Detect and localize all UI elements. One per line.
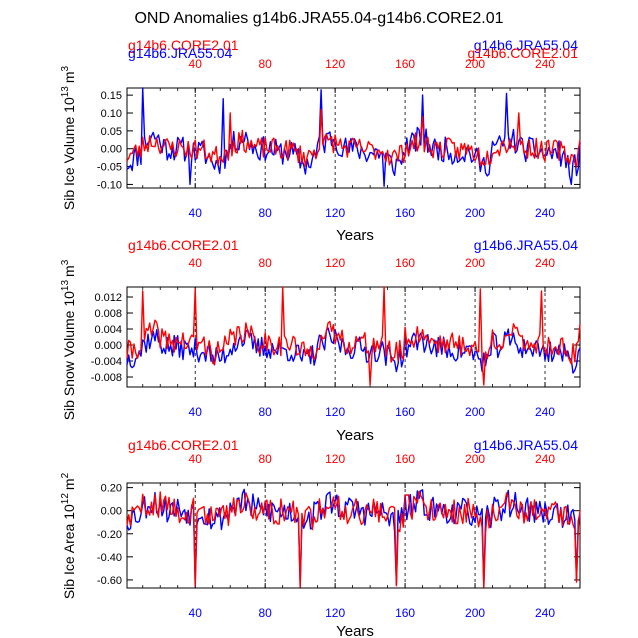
panel-1-xtick-label-bottom-120: 120 (325, 206, 345, 220)
panel-2-series-jra55 (126, 327, 581, 374)
panel-2-ytick-label-3: 0.004 (94, 324, 122, 336)
panel-1-xtick-label-bottom-200: 200 (465, 206, 485, 220)
panel-3-frame (126, 482, 581, 589)
panel-3-xtick-label-bottom-120: 120 (325, 606, 345, 620)
panel-3-series-core2 (126, 490, 581, 588)
panel-1-xtick-label-top-240: 240 (535, 57, 555, 71)
panel-2-ylabel-unit: m (61, 265, 77, 277)
panel-ice-volume: g14b6.CORE2.01 g14b6.JRA55.04 g14b6.JRA5… (60, 37, 581, 244)
panel-3-ylabel-exp: 12 (60, 493, 71, 505)
panel-1-ylabel-unit: m (61, 71, 77, 83)
panel-1-ytick-label-4: 0.10 (101, 108, 122, 120)
panel-2-frame (126, 286, 581, 388)
panel-1-ylabel-exp: 13 (60, 86, 71, 98)
panel-3-label-core-top: g14b6.CORE2.01 (128, 437, 239, 453)
panel-2-plot: 40 40 80 80 120 120 160 160 200 200 240 240 -0.008 -0… (91, 256, 581, 419)
panel-1-ylabel-text: Sib Ice Volume 10 (61, 97, 77, 210)
panel-1-xtick-label-bottom-40: 40 (189, 206, 203, 220)
panel-2-ylabel-text: Sib Snow Volume 10 (61, 291, 77, 420)
panel-1-ylabel-unit-exp: 3 (60, 65, 71, 71)
panel-1-ytick-label-5: 0.15 (101, 90, 122, 102)
panel-3-ytick-label-0: -0.60 (97, 575, 122, 587)
panel-3-ylabel-unit-exp: 2 (60, 472, 71, 478)
panel-2-xtick-label-bottom-200: 200 (465, 405, 485, 419)
panel-3-series-jra55 (126, 488, 581, 588)
panel-3-ytick-label-1: -0.40 (97, 552, 122, 564)
panel-1-xtick-label-top-160: 160 (395, 57, 415, 71)
panel-2-xtick-label-top-200: 200 (465, 256, 485, 270)
panel-2-xtick-label-top-40: 40 (189, 256, 203, 270)
panel-2-series-core2 (126, 286, 581, 386)
panel-1-ytick-label-3: 0.05 (101, 126, 122, 138)
panel-1-ytick-label-2: 0.00 (101, 144, 122, 156)
panel-1-label-jra-top: g14b6.JRA55.04 (474, 37, 579, 53)
panel-2-xtick-label-bottom-120: 120 (325, 405, 345, 419)
panel-2-ylabel-unit-exp: 3 (60, 259, 71, 265)
panel-1-xtick-label-top-120: 120 (325, 57, 345, 71)
panel-snow-volume: g14b6.CORE2.01 g14b6.JRA55.04 40 40 80 80 12… (60, 237, 581, 444)
panel-1-label-core-overlap: g14b6.CORE2.01 (467, 45, 578, 61)
panel-3-xtick-label-top-80: 80 (258, 452, 272, 466)
panel-3-xtick-label-top-160: 160 (395, 452, 415, 466)
panel-2-xtick-label-bottom-40: 40 (189, 405, 203, 419)
panel-3-ylabel-text: Sib Ice Area 10 (61, 504, 77, 599)
panel-1-ytick-label-1: -0.05 (97, 162, 122, 174)
panel-1-label-jra-overlap: g14b6.JRA55.04 (128, 45, 233, 61)
panel-2-xtick-label-top-80: 80 (258, 256, 272, 270)
panel-2-xtick-label-bottom-160: 160 (395, 405, 415, 419)
panel-1-xtick-label-top-200: 200 (465, 57, 485, 71)
panel-1-xtick-label-bottom-160: 160 (395, 206, 415, 220)
panel-2-ytick-label-1: -0.004 (91, 356, 122, 368)
panel-3-xtick-label-bottom-80: 80 (258, 606, 272, 620)
panel-3-ytick-label-2: -0.20 (97, 529, 122, 541)
panel-2-ytick-label-5: 0.012 (94, 292, 122, 304)
panel-3-label-jra-top: g14b6.JRA55.04 (474, 437, 579, 453)
panel-2-ytick-label-4: 0.008 (94, 308, 122, 320)
panel-1-xtick-label-bottom-80: 80 (258, 206, 272, 220)
panel-1-label-core-top: g14b6.CORE2.01 (128, 37, 239, 53)
panel-2-xtick-label-top-120: 120 (325, 256, 345, 270)
panel-3-xtick-label-bottom-200: 200 (465, 606, 485, 620)
panel-ice-area: g14b6.CORE2.01 g14b6.JRA55.04 40 40 80 80 12… (60, 437, 581, 638)
panel-1-ylabel: Sib Ice Volume 1013 m3 (60, 65, 77, 210)
panel-2-xtick-label-top-160: 160 (395, 256, 415, 270)
panel-1-series-core2 (126, 108, 581, 168)
panel-1-series-jra55 (126, 87, 581, 187)
panel-3-xtick-label-top-120: 120 (325, 452, 345, 466)
panel-2-xtick-label-bottom-80: 80 (258, 405, 272, 419)
panel-3-xtick-label-bottom-40: 40 (189, 606, 203, 620)
panel-3-ytick-label-3: 0.00 (101, 506, 122, 518)
panel-3-xlabel: Years (336, 623, 374, 638)
panel-1-xtick-label-top-40: 40 (189, 57, 203, 71)
panel-1-plot: 40 40 80 80 120 120 160 160 200 200 240 240 -0.10 -0.… (97, 57, 581, 220)
panel-3-plot: 40 40 80 80 120 120 160 160 200 200 240 240 -0.60 -0.… (97, 452, 581, 620)
panel-2-xtick-label-bottom-240: 240 (535, 405, 555, 419)
panel-3-xtick-label-top-40: 40 (189, 452, 203, 466)
panel-2-ylabel: Sib Snow Volume 1013 m3 (60, 259, 77, 420)
panel-3-xtick-label-bottom-160: 160 (395, 606, 415, 620)
panel-1-ytick-label-0: -0.10 (97, 179, 122, 191)
panel-3-ylabel: Sib Ice Area 1012 m2 (60, 472, 77, 599)
panel-2-ytick-label-2: 0.000 (94, 340, 122, 352)
panel-1-xtick-label-top-80: 80 (258, 57, 272, 71)
panel-3-xtick-label-top-200: 200 (465, 452, 485, 466)
panel-3-ytick-label-4: 0.20 (101, 483, 122, 495)
panel-3-xtick-label-top-240: 240 (535, 452, 555, 466)
panel-3-xtick-label-bottom-240: 240 (535, 606, 555, 620)
panel-2-xlabel: Years (336, 427, 374, 444)
figure-title: OND Anomalies g14b6.JRA55.04-g14b6.CORE2… (134, 10, 503, 27)
panel-1-xlabel: Years (336, 227, 374, 244)
panel-1-xtick-label-bottom-240: 240 (535, 206, 555, 220)
panel-1-frame (126, 87, 581, 189)
panel-2-label-core-top: g14b6.CORE2.01 (128, 237, 239, 253)
panel-2-xtick-label-top-240: 240 (535, 256, 555, 270)
panel-3-ylabel-unit: m (61, 478, 77, 490)
panel-2-ytick-label-0: -0.008 (91, 372, 122, 384)
panel-2-ylabel-exp: 13 (60, 280, 71, 292)
panel-2-label-jra-top: g14b6.JRA55.04 (474, 237, 579, 253)
